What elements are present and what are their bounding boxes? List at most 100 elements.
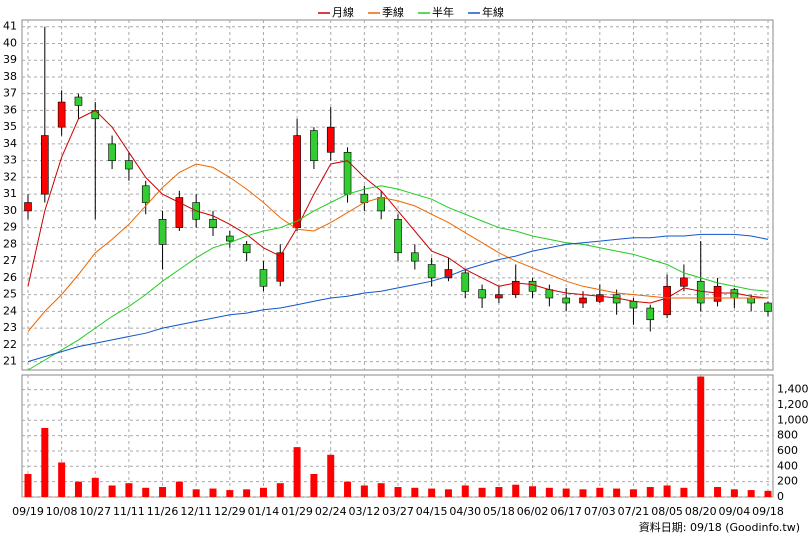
volume-bar [327, 454, 335, 497]
y-tick-label: 34 [3, 137, 17, 150]
y-tick-label: 36 [3, 103, 17, 116]
candle-body [175, 197, 184, 228]
candle-body [158, 218, 167, 245]
volume-bar [613, 488, 621, 497]
x-tick-label: 02/24 [315, 505, 347, 518]
volume-bar [495, 487, 503, 497]
x-tick-label: 11/11 [113, 505, 145, 518]
volume-tick-label: 1,200 [777, 398, 808, 411]
candle-body [444, 269, 453, 279]
footer: 資料日期: 09/18 (Goodinfo.tw) [639, 520, 800, 534]
y-tick-label: 40 [3, 36, 17, 49]
volume-bar [175, 481, 183, 497]
volume-bar [697, 376, 705, 497]
y-tick-label: 32 [3, 170, 17, 183]
volume-bar [41, 427, 49, 497]
candle-body [125, 160, 133, 170]
y-tick-label: 22 [3, 338, 17, 351]
volume-bar [714, 487, 722, 497]
volume-bar [629, 489, 637, 497]
candle-body [562, 297, 570, 304]
y-tick-label: 21 [3, 355, 17, 368]
candle-body [41, 135, 49, 195]
legend-label: 年線 [482, 5, 504, 19]
x-tick-label: 08/20 [685, 505, 717, 518]
ma-line [27, 233, 769, 363]
candle-body [629, 301, 638, 309]
x-tick-label: 08/05 [651, 505, 683, 518]
legend-label: 季線 [382, 5, 404, 19]
candle-body [57, 101, 66, 128]
x-tick-label: 04/30 [449, 505, 481, 518]
volume-bar [259, 487, 267, 497]
y-tick-label: 23 [3, 321, 17, 334]
y-tick-label: 39 [3, 53, 17, 66]
volume-bar [209, 488, 217, 497]
y-tick-label: 33 [3, 154, 17, 167]
volume-bar [428, 488, 436, 497]
volume-bar [680, 487, 688, 497]
x-tick-label: 03/27 [382, 505, 414, 518]
x-tick-label: 04/15 [416, 505, 448, 518]
volume-bar [529, 486, 537, 497]
volume-bar [293, 447, 301, 497]
x-tick-label: 03/12 [349, 505, 381, 518]
volume-bar [243, 489, 251, 497]
volume-tick-label: 400 [777, 459, 798, 472]
x-tick-label: 09/19 [12, 505, 44, 518]
volume-tick-label: 800 [777, 429, 798, 442]
volume-bar [579, 489, 587, 497]
candle-body [511, 280, 520, 295]
candle-body [747, 297, 755, 304]
x-tick-label: 11/26 [147, 505, 179, 518]
x-tick-label: 09/18 [752, 505, 784, 518]
y-tick-label: 25 [3, 288, 17, 301]
legend-label: 月線 [332, 5, 354, 19]
volume-bar [377, 483, 385, 497]
volume-bar [646, 487, 654, 497]
ma-line [27, 109, 769, 304]
x-tick-label: 05/18 [483, 505, 515, 518]
volume-tick-label: 0 [777, 490, 784, 503]
y-tick-label: 27 [3, 254, 17, 267]
candle-body [293, 135, 301, 228]
volume-bar [394, 487, 402, 497]
volume-bar [663, 485, 671, 497]
candle-body [259, 269, 268, 287]
candle-body [326, 126, 335, 153]
y-tick-label: 26 [3, 271, 17, 284]
volume-bar [478, 487, 486, 497]
candle-body [545, 289, 554, 299]
volume-bar [24, 473, 32, 497]
x-tick-label: 01/14 [248, 505, 280, 518]
volume-bar [411, 487, 419, 497]
candle-body [579, 297, 587, 304]
candle-body [226, 235, 234, 242]
volume-bar [108, 485, 116, 497]
volume-bar [344, 481, 352, 497]
volume-bar [596, 487, 604, 497]
volume-tick-label: 1,400 [777, 383, 808, 396]
x-tick-label: 12/29 [214, 505, 246, 518]
candle-body [495, 294, 503, 299]
x-tick-label: 06/17 [550, 505, 582, 518]
volume-tick-label: 200 [777, 475, 798, 488]
x-tick-label: 10/27 [79, 505, 111, 518]
y-tick-label: 28 [3, 237, 17, 250]
volume-tick-label: 600 [777, 444, 798, 457]
y-tick-label: 38 [3, 70, 17, 83]
candle-body [108, 143, 116, 161]
candle-body [24, 202, 32, 212]
y-tick-label: 24 [3, 304, 17, 317]
x-tick-label: 09/04 [719, 505, 751, 518]
volume-bar [125, 483, 133, 497]
volume-bar [444, 489, 452, 497]
candle-body [764, 302, 772, 312]
candle-body [646, 307, 655, 321]
y-tick-label: 29 [3, 221, 17, 234]
candle-body [377, 197, 385, 212]
candle-body [461, 272, 470, 292]
volume-bar [192, 489, 200, 497]
volume-bar [360, 485, 368, 497]
candle-body [528, 280, 537, 292]
